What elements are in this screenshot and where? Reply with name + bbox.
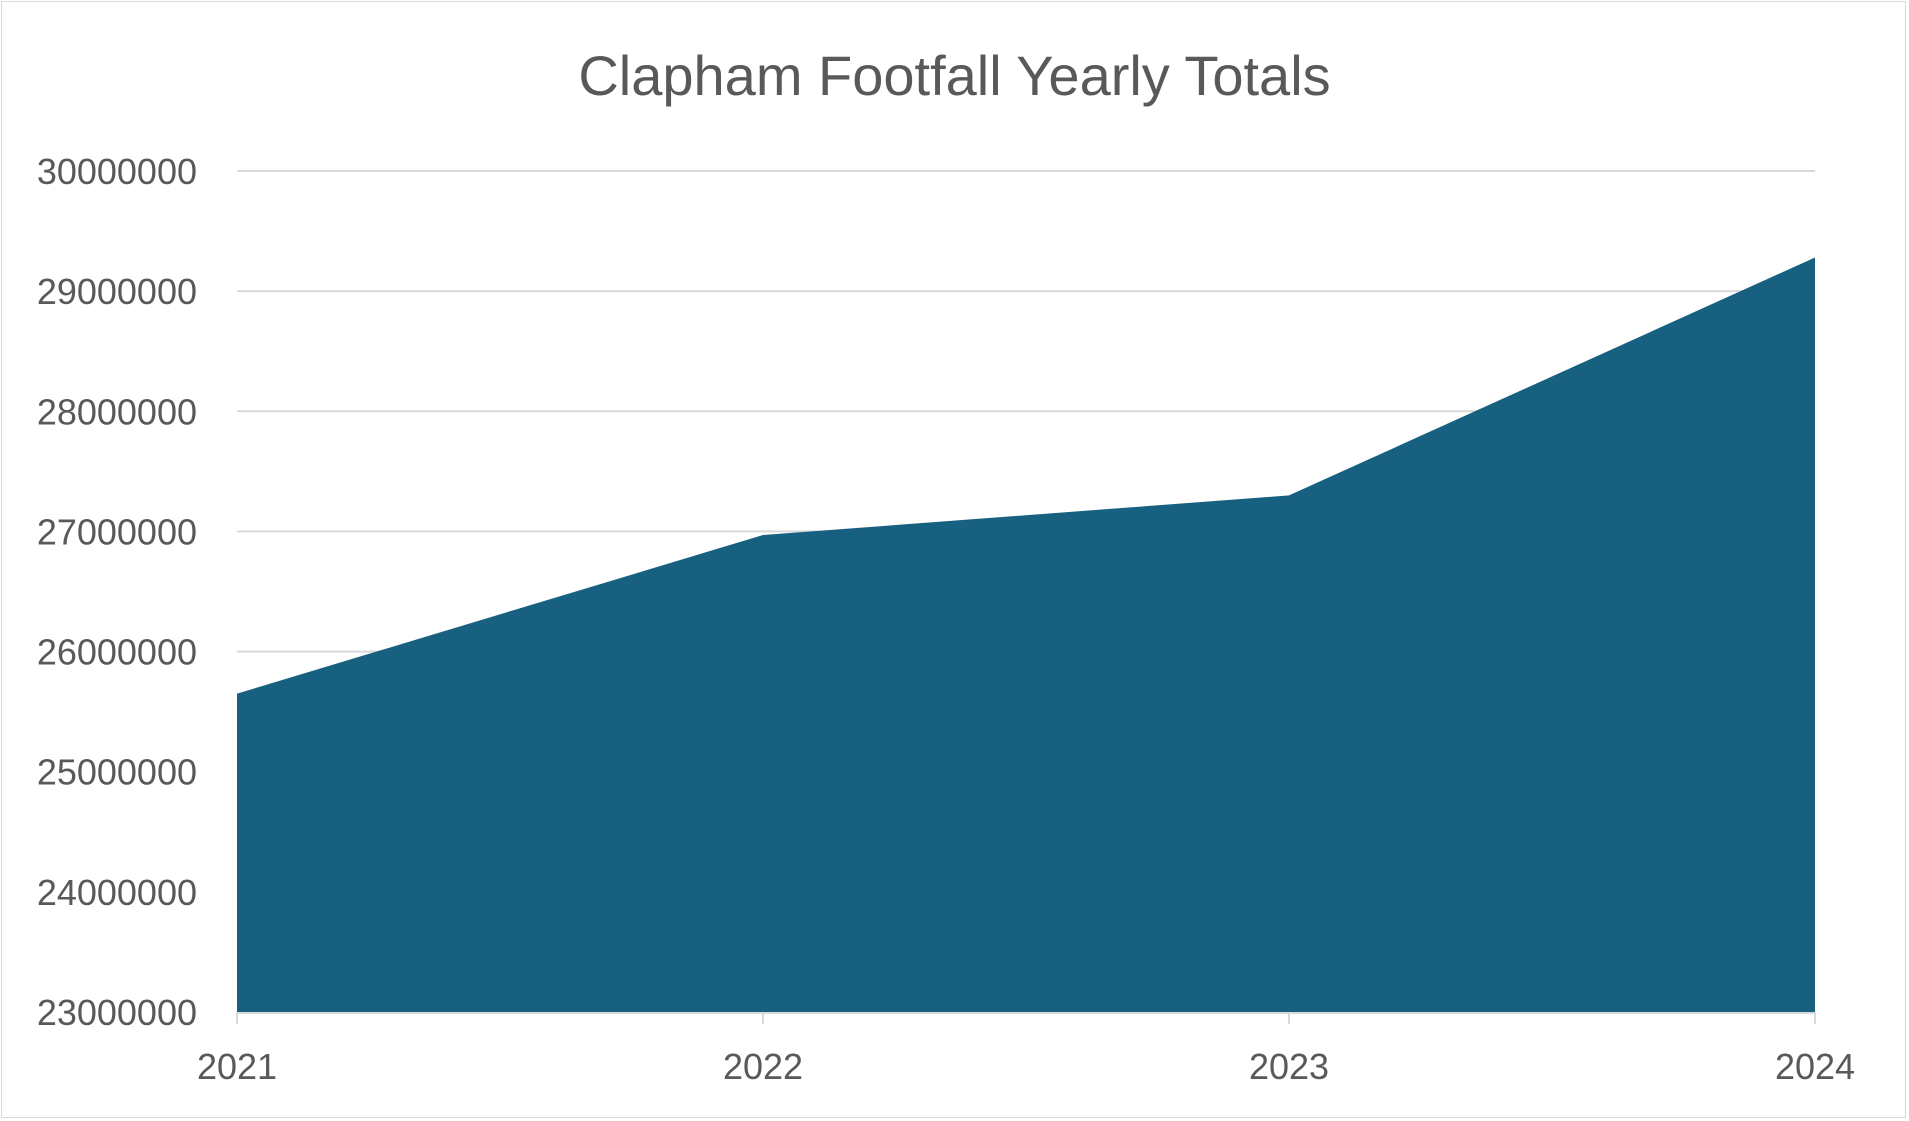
y-tick-label: 29000000 <box>37 271 197 312</box>
x-axis-ticks: 2021 2022 2023 2024 <box>197 1046 1855 1087</box>
x-tick-label: 2021 <box>197 1046 277 1087</box>
y-tick-label: 30000000 <box>37 151 197 192</box>
y-tick-label: 28000000 <box>37 391 197 432</box>
x-axis <box>236 1012 1816 1024</box>
x-tick-label: 2024 <box>1775 1046 1855 1087</box>
area-series-fill <box>237 257 1815 1012</box>
y-axis-ticks: 23000000 24000000 25000000 26000000 27000000… <box>37 151 197 1033</box>
x-tick-label: 2023 <box>1249 1046 1329 1087</box>
y-tick-label: 27000000 <box>37 511 197 552</box>
y-tick-label: 23000000 <box>37 992 197 1033</box>
y-tick-label: 24000000 <box>37 872 197 913</box>
y-tick-label: 26000000 <box>37 632 197 673</box>
chart-title: Clapham Footfall Yearly Totals <box>578 44 1331 107</box>
y-tick-label: 25000000 <box>37 752 197 793</box>
area-series <box>236 257 1816 1012</box>
x-tick-label: 2022 <box>723 1046 803 1087</box>
